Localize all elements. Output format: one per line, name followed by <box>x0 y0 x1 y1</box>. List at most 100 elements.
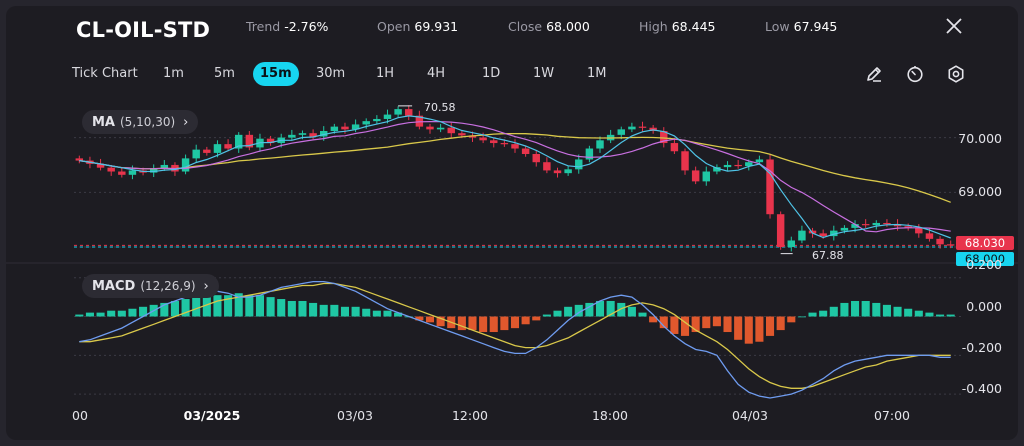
time-axis-label: 07:00 <box>873 408 911 423</box>
macd-histogram-bar <box>797 316 806 318</box>
macd-histogram-bar <box>213 295 222 317</box>
macd-histogram-bar <box>893 306 902 317</box>
candle-body <box>118 171 126 175</box>
candle-body <box>458 133 466 136</box>
macd-histogram-bar <box>627 306 636 317</box>
candle-body <box>681 151 689 171</box>
candle-body <box>309 133 317 137</box>
settings-gear-icon[interactable] <box>946 64 966 84</box>
candle-body <box>840 227 849 231</box>
tab-timeframe-1h[interactable]: 1H <box>376 66 395 81</box>
macd-histogram-bar <box>734 316 743 340</box>
candle-body <box>585 148 594 160</box>
macd-histogram-bar <box>840 302 849 317</box>
macd-histogram-bar <box>330 304 339 317</box>
macd-histogram-bar <box>904 308 913 317</box>
pencil-icon[interactable] <box>864 64 884 84</box>
candle-body <box>149 168 158 173</box>
candle-body <box>798 230 806 241</box>
candle-body <box>808 230 817 234</box>
candle-body <box>436 127 445 130</box>
candle-body <box>203 149 211 153</box>
candle-body <box>500 143 509 145</box>
low-value: 67.945 <box>793 19 838 34</box>
candle-body <box>745 162 753 167</box>
macd-indicator-pill[interactable]: MACD (12,26,9) › <box>82 274 219 298</box>
ma-indicator-pill[interactable]: MA (5,10,30) › <box>82 110 199 134</box>
candle-body <box>320 131 328 137</box>
tab-timeframe-15m[interactable]: 15m <box>253 62 299 86</box>
candle-body <box>266 138 275 144</box>
candle-body <box>383 114 392 119</box>
macd-histogram-bar <box>542 314 551 317</box>
macd-histogram-bar <box>383 310 392 317</box>
symbol-title: CL-OIL-STD <box>76 18 211 42</box>
macd-histogram-bar <box>500 316 509 331</box>
macd-histogram-bar <box>946 314 955 317</box>
price-axis-label: 70.000 <box>958 131 1002 146</box>
macd-histogram-bar <box>224 295 233 317</box>
close-line-tag: 68.000 <box>956 252 1014 266</box>
macd-histogram-bar <box>765 316 775 336</box>
macd-histogram-bar <box>394 312 403 317</box>
ma10-line <box>79 120 951 233</box>
candle-body <box>330 126 339 132</box>
macd-histogram-bar <box>914 310 923 317</box>
macd-histogram-bar <box>457 316 466 331</box>
close-value: 68.000 <box>546 19 590 34</box>
macd-histogram-bar <box>245 295 254 317</box>
ma30-line <box>79 132 951 203</box>
macd-axis-label: 0.200 <box>966 257 1002 272</box>
macd-histogram-bar <box>75 314 84 317</box>
macd-histogram-bar <box>659 316 668 329</box>
tab-timeframe-1d[interactable]: 1D <box>482 66 501 81</box>
macd-histogram-bar <box>181 299 190 317</box>
macd-histogram-bar <box>340 306 350 317</box>
close-x-icon[interactable] <box>944 16 964 36</box>
candle-body <box>75 158 84 161</box>
candle-body <box>553 170 562 174</box>
chevron-right-icon: › <box>183 115 189 130</box>
macd-histogram-bar <box>723 316 732 333</box>
candle-body <box>925 233 934 239</box>
macd-histogram-bar <box>925 312 934 317</box>
macd-histogram-bar <box>755 316 764 342</box>
tab-timeframe-1w[interactable]: 1W <box>533 66 555 81</box>
macd-axis-label: 0.000 <box>966 299 1002 314</box>
price-axis-label: 69.000 <box>958 184 1002 199</box>
time-axis-label: 04/03 <box>731 408 769 423</box>
tab-timeframe-1m-month[interactable]: 1M <box>587 66 607 81</box>
macd-histogram-bar <box>649 316 658 323</box>
candle-body <box>511 144 519 149</box>
timer-icon[interactable] <box>905 64 925 84</box>
candle-body <box>128 170 137 175</box>
tab-timeframe-1m[interactable]: 1m <box>163 66 184 81</box>
macd-histogram-bar <box>96 312 105 317</box>
macd-histogram-bar <box>680 316 690 336</box>
trend-value: -2.76% <box>284 19 329 34</box>
candle-body <box>564 169 572 174</box>
macd-histogram-bar <box>319 304 328 317</box>
candle-body <box>596 140 604 149</box>
macd-histogram-bar <box>85 312 94 317</box>
macd-histogram-bar <box>266 297 275 317</box>
tab-timeframe-4h[interactable]: 4H <box>427 66 446 81</box>
tab-timeframe-5m[interactable]: 5m <box>214 66 235 81</box>
macd-histogram-bar <box>851 300 860 317</box>
macd-histogram-bar <box>287 300 296 317</box>
chart-type-selector[interactable]: Tick Chart <box>72 66 138 81</box>
candle-body <box>543 162 551 171</box>
price-chart[interactable] <box>6 6 1018 440</box>
high-price-marker: 70.58 <box>424 101 456 114</box>
macd-histogram-bar <box>638 312 647 317</box>
candle-body <box>521 148 530 154</box>
time-axis-label-month: 03/2025 <box>183 408 241 423</box>
candle-body <box>819 233 827 237</box>
macd-histogram-bar <box>606 300 615 317</box>
candle-body <box>426 126 434 130</box>
macd-histogram-bar <box>309 302 318 317</box>
high-label: High <box>639 19 668 34</box>
tab-timeframe-30m[interactable]: 30m <box>316 66 346 81</box>
open-stat: Open 69.931 <box>377 19 458 34</box>
macd-histogram-bar <box>510 316 520 329</box>
